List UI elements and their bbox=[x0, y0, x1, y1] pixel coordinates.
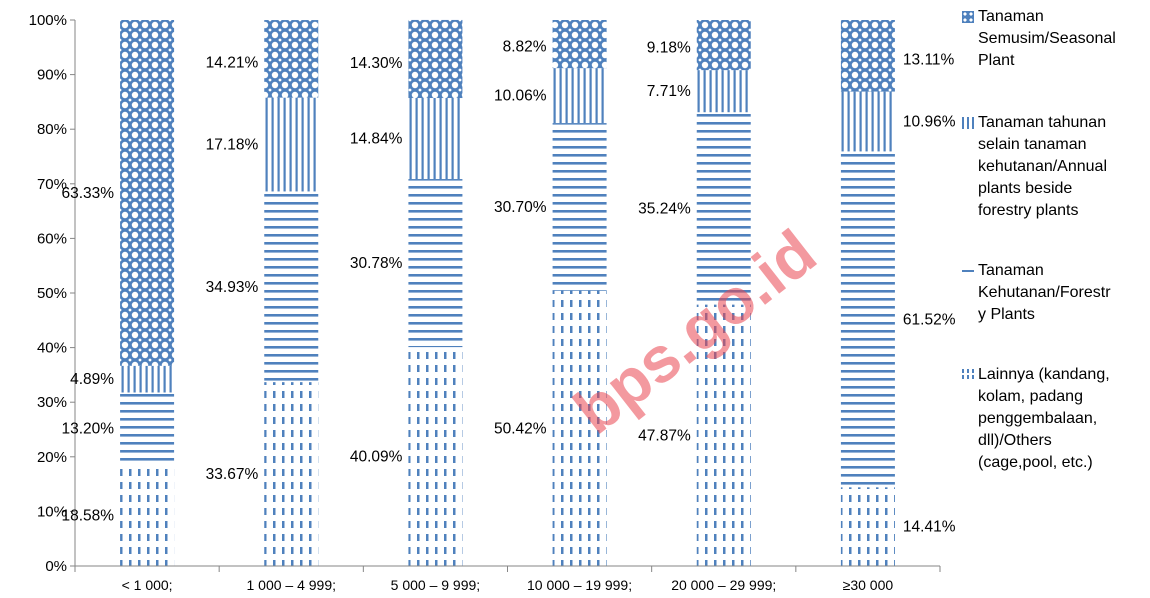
legend-item-others: Lainnya (kandang, kolam, padang penggembal… bbox=[962, 364, 1147, 474]
y-tick-label: 80% bbox=[37, 121, 67, 138]
bar-segment bbox=[696, 112, 751, 305]
legend-label-line: Tanaman bbox=[978, 262, 1044, 279]
legend-swatch-icon bbox=[962, 11, 974, 23]
legend-label-line: kolam, padang bbox=[978, 388, 1083, 405]
data-label: 61.52% bbox=[903, 311, 956, 328]
bar-segment bbox=[696, 20, 751, 71]
y-tick-label: 30% bbox=[37, 394, 67, 411]
y-tick-label: 50% bbox=[37, 285, 67, 302]
bar-segment bbox=[408, 98, 463, 180]
data-label: 30.70% bbox=[494, 199, 547, 216]
bar-segment bbox=[408, 19, 463, 99]
y-tick-label: 40% bbox=[37, 340, 67, 357]
y-tick-label: 20% bbox=[37, 449, 67, 466]
data-label: 30.78% bbox=[350, 255, 403, 272]
legend-label-line: Tanaman bbox=[978, 8, 1044, 25]
data-label: 47.87% bbox=[638, 427, 691, 444]
bars bbox=[120, 19, 895, 566]
bar-segment bbox=[408, 347, 463, 566]
y-tick-label: 60% bbox=[37, 230, 67, 247]
x-tick-label: 20 000 – 29 999; bbox=[671, 577, 776, 593]
bar-segment bbox=[264, 382, 319, 566]
bar-segment bbox=[120, 464, 175, 566]
bar-segment bbox=[264, 191, 319, 383]
data-label: 35.24% bbox=[638, 200, 691, 217]
legend: Tanaman Semusim/Seasonal Plant Tanaman tahu… bbox=[962, 6, 1147, 484]
data-label: 7.71% bbox=[647, 83, 691, 100]
bar-segment bbox=[840, 20, 895, 92]
y-tick-label: 70% bbox=[37, 176, 67, 193]
legend-label-line: Tanaman tahunan bbox=[978, 114, 1107, 131]
data-label: 8.82% bbox=[503, 38, 547, 55]
legend-label-line: (cage,pool, etc.) bbox=[978, 454, 1093, 471]
legend-label-line: plants beside bbox=[978, 180, 1073, 197]
bar-segment bbox=[264, 97, 319, 192]
data-label: 50.42% bbox=[494, 420, 547, 437]
data-label: 40.09% bbox=[350, 449, 403, 466]
legend-label-line: Semusim/Seasonal bbox=[978, 30, 1116, 47]
x-axis: < 1 000; 1 000 – 4 999; 5 000 – 9 999; 10 0… bbox=[74, 565, 941, 593]
x-tick-label: 10 000 – 19 999; bbox=[527, 577, 632, 593]
data-label: 17.18% bbox=[206, 137, 259, 154]
data-label: 10.96% bbox=[903, 114, 956, 131]
data-labels: 18.58% 13.20% 4.89% 63.33% 33.67% 34.93% 17.18… bbox=[62, 38, 956, 535]
bar-segment bbox=[696, 70, 751, 113]
data-label: 10.06% bbox=[494, 88, 547, 105]
legend-label-line: dll)/Others bbox=[978, 432, 1052, 449]
data-label: 14.30% bbox=[350, 55, 403, 72]
data-label: 14.41% bbox=[903, 519, 956, 536]
legend-label-line: Plant bbox=[978, 52, 1015, 69]
legend-swatch-icon bbox=[962, 265, 974, 277]
data-label: 33.67% bbox=[206, 466, 259, 483]
x-tick-label: < 1 000; bbox=[122, 577, 173, 593]
legend-label-line: Lainnya (kandang, bbox=[978, 366, 1110, 383]
bar-segment bbox=[408, 179, 463, 348]
legend-swatch-icon bbox=[962, 369, 974, 381]
legend-label-line: Kehutanan/Forestr bbox=[978, 284, 1111, 301]
y-tick-label: 100% bbox=[29, 12, 67, 29]
data-label: 18.58% bbox=[62, 507, 115, 524]
data-label: 13.20% bbox=[62, 421, 115, 438]
x-tick-label: 5 000 – 9 999; bbox=[391, 577, 481, 593]
legend-label-line: selain tanaman bbox=[978, 136, 1087, 153]
bar-segment bbox=[552, 290, 607, 566]
data-label: 14.21% bbox=[206, 55, 259, 72]
stacked-bar-chart: 0% 10% 20% 30% 40% 50% 60% 70% 80% 90% 100% 18.58%… bbox=[29, 12, 956, 593]
data-label: 13.11% bbox=[903, 51, 955, 68]
bar-segment bbox=[552, 20, 607, 69]
legend-label-line: y Plants bbox=[978, 306, 1035, 323]
bar-segment bbox=[552, 123, 607, 291]
x-tick-label: 1 000 – 4 999; bbox=[246, 577, 336, 593]
y-tick-label: 0% bbox=[45, 558, 67, 575]
y-tick-label: 10% bbox=[37, 503, 67, 520]
legend-label-line: kehutanan/Annual bbox=[978, 158, 1107, 175]
data-label: 4.89% bbox=[70, 371, 114, 388]
bar-segment bbox=[840, 151, 895, 488]
legend-item-seasonal: Tanaman Semusim/Seasonal Plant bbox=[962, 6, 1147, 72]
y-tick-label: 90% bbox=[37, 67, 67, 84]
legend-item-annual: Tanaman tahunan selain tanaman kehutanan/A… bbox=[962, 112, 1147, 222]
data-label: 34.93% bbox=[206, 279, 259, 296]
bar-segment bbox=[840, 91, 895, 152]
bar-segment bbox=[840, 487, 895, 566]
bar-segment bbox=[696, 304, 751, 566]
legend-swatch-icon bbox=[962, 117, 974, 129]
bar-segment bbox=[120, 365, 175, 393]
bar-segment bbox=[264, 20, 319, 98]
legend-item-forestry: Tanaman Kehutanan/Forestr y Plants bbox=[962, 260, 1147, 326]
y-axis: 0% 10% 20% 30% 40% 50% 60% 70% 80% 90% 100% bbox=[29, 12, 76, 575]
data-label: 9.18% bbox=[647, 40, 691, 57]
bar-segment bbox=[120, 20, 175, 366]
data-label: 63.33% bbox=[62, 185, 115, 202]
bar-segment bbox=[552, 68, 607, 124]
legend-label-line: penggembalaan, bbox=[978, 410, 1098, 427]
legend-label-line: forestry plants bbox=[978, 202, 1079, 219]
bar-segment bbox=[120, 392, 175, 465]
data-label: 14.84% bbox=[350, 131, 403, 148]
x-tick-label: ≥30 000 bbox=[843, 577, 894, 593]
